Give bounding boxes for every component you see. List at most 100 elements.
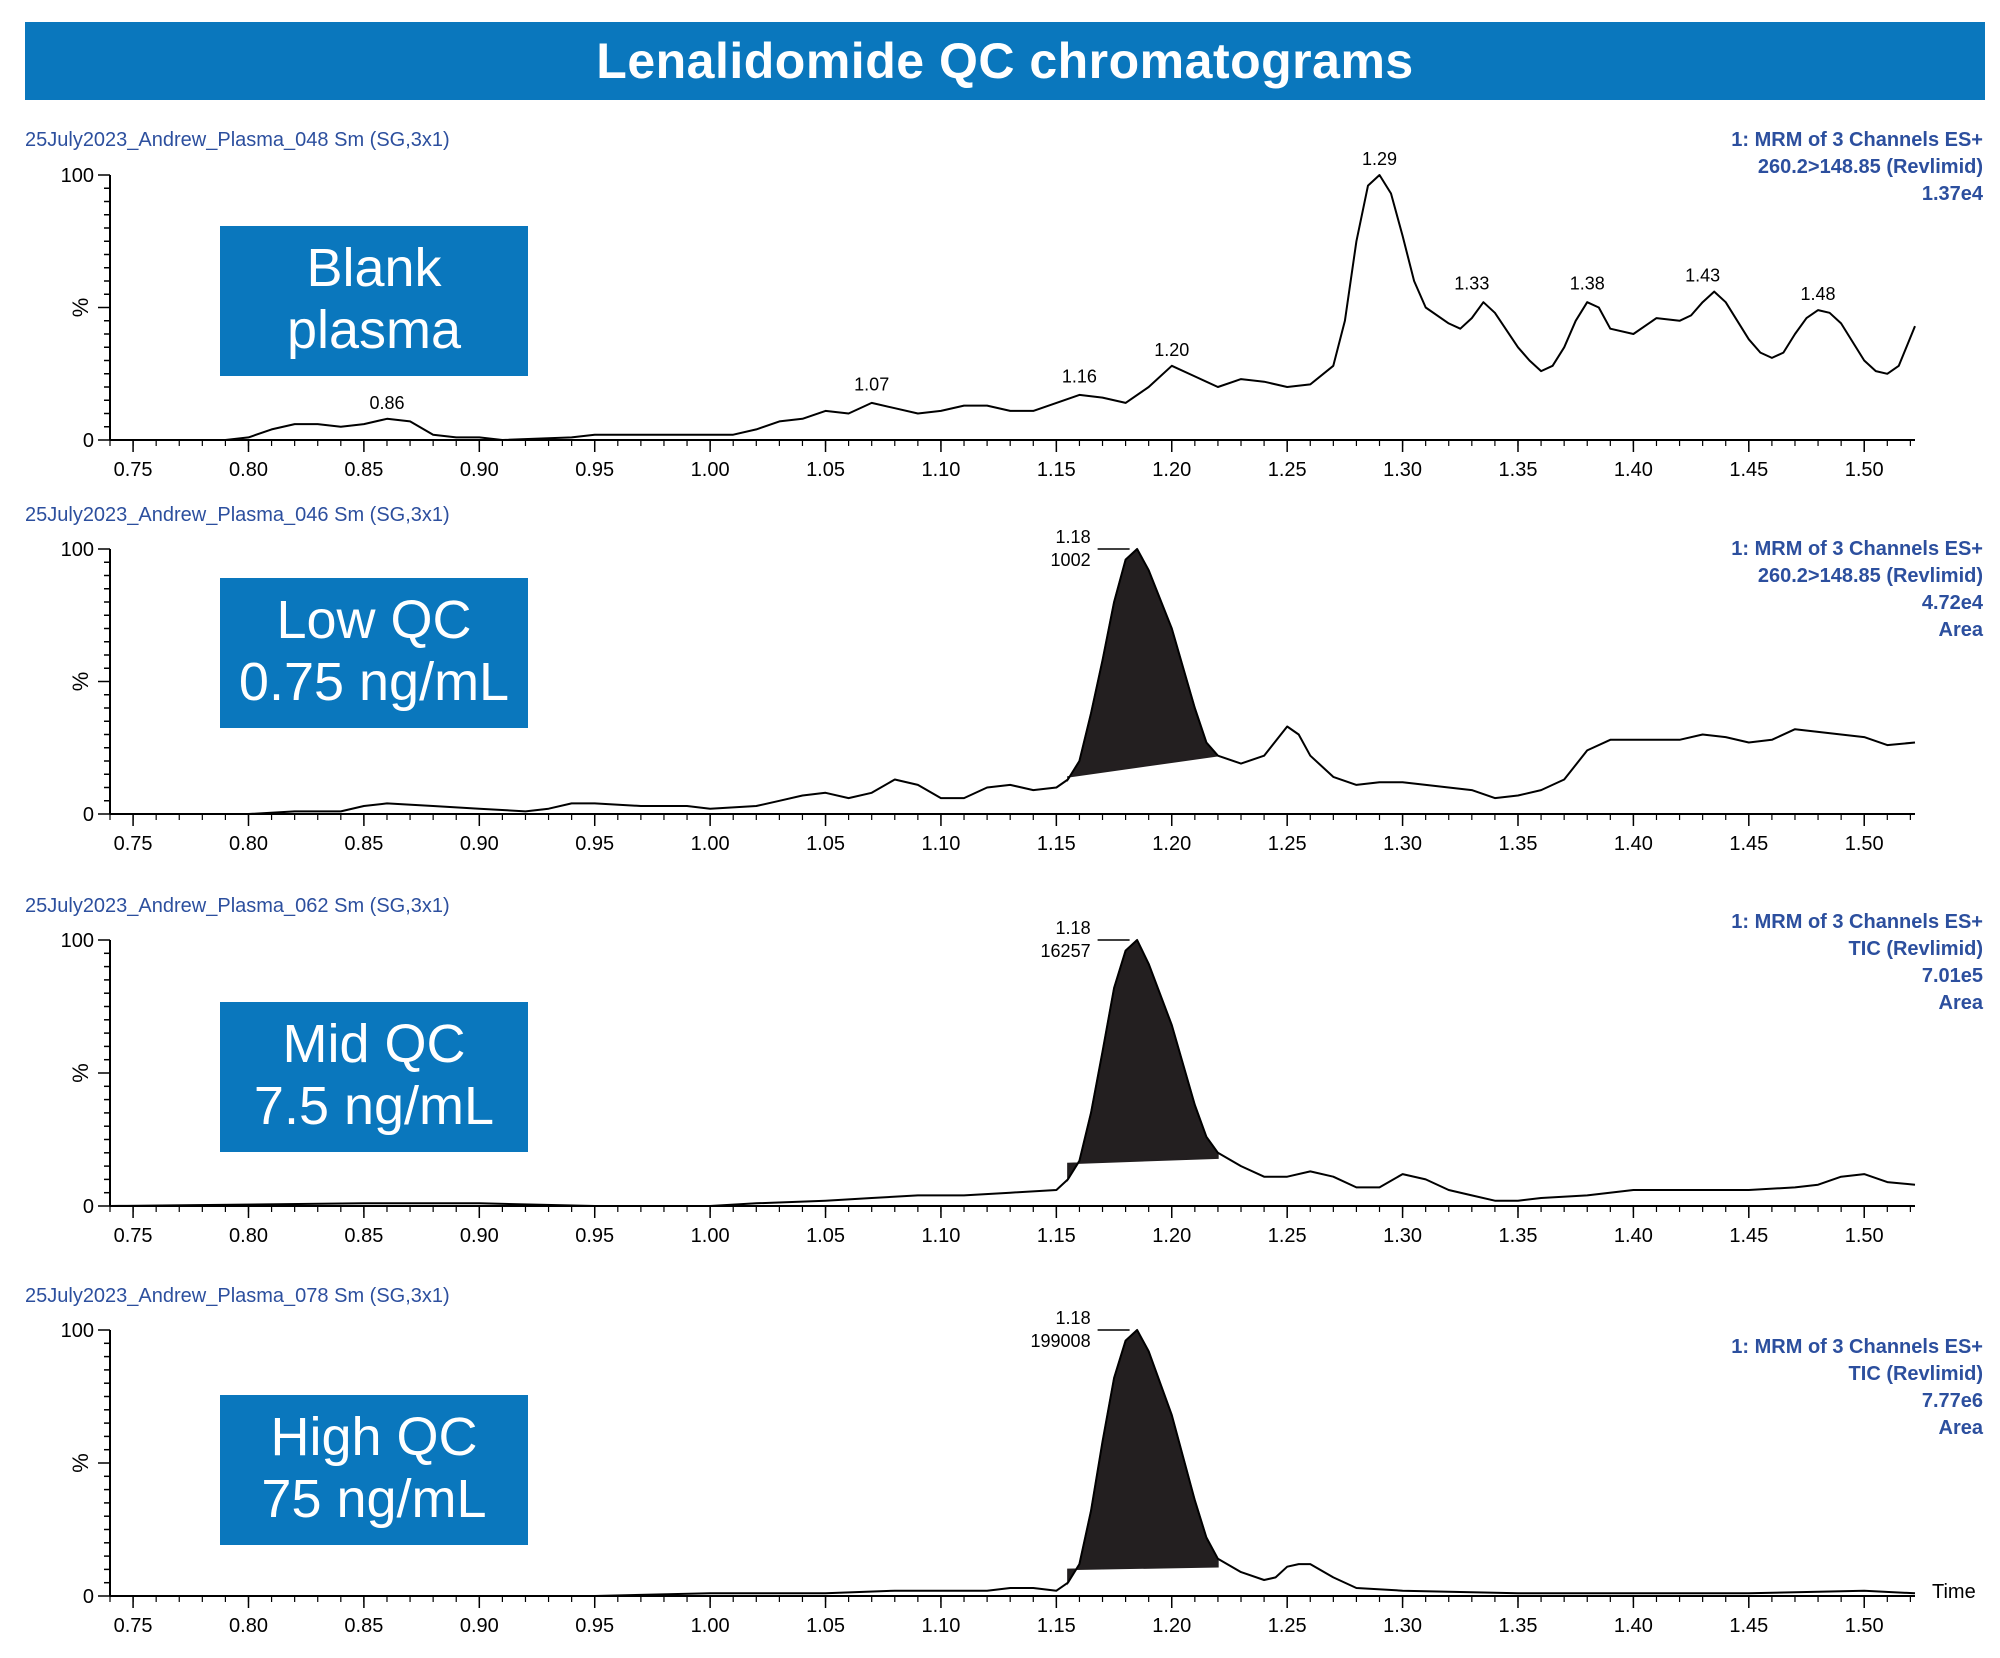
x-tick-label: 0.80: [229, 833, 268, 855]
y-tick-label: 0: [83, 804, 94, 826]
chromatogram-panel-4: 25July2023_Andrew_Plasma_078 Sm (SG,3x1)…: [25, 1285, 1984, 1637]
x-tick-label: 0.80: [229, 1615, 268, 1637]
x-tick-label: 1.50: [1845, 1615, 1884, 1637]
x-tick-label: 1.15: [1037, 1225, 1076, 1247]
sample-type-label: 0.75 ng/mL: [239, 652, 509, 712]
page-title: Lenalidomide QC chromatograms: [596, 33, 1414, 89]
channel-info-line: 7.77e6: [1922, 1390, 1983, 1412]
title-bar: Lenalidomide QC chromatograms: [25, 22, 1985, 100]
y-tick-label: 0: [83, 1586, 94, 1608]
chromatogram-trace: [110, 548, 1916, 815]
peak-area-label: 1002: [1051, 550, 1091, 570]
x-tick-label: 1.00: [691, 833, 730, 855]
sample-type-label: 75 ng/mL: [261, 1469, 486, 1529]
x-tick-label: 1.40: [1614, 1615, 1653, 1637]
x-tick-label: 0.75: [114, 833, 153, 855]
x-tick-label: 0.95: [575, 459, 614, 481]
channel-info-line: 260.2>148.85 (Revlimid): [1758, 565, 1983, 587]
x-tick-label: 1.40: [1614, 833, 1653, 855]
x-tick-label: 1.30: [1383, 833, 1422, 855]
sample-type-box: [220, 1002, 528, 1152]
x-tick-label: 1.30: [1383, 1225, 1422, 1247]
chromatogram-trace: [110, 1329, 1916, 1597]
y-axis-label: %: [68, 1063, 93, 1083]
x-tick-label: 1.35: [1499, 833, 1538, 855]
x-tick-label: 0.85: [344, 459, 383, 481]
peak-rt-label: 1.16: [1062, 366, 1097, 386]
x-tick-label: 1.40: [1614, 1225, 1653, 1247]
sample-type-label: High QC: [270, 1407, 477, 1467]
x-tick-label: 1.20: [1152, 1615, 1191, 1637]
channel-info-line: 4.72e4: [1922, 592, 1984, 614]
x-tick-label: 0.75: [114, 1225, 153, 1247]
sample-type-box: [220, 578, 528, 728]
x-tick-label: 1.45: [1729, 1615, 1768, 1637]
sample-type-label: Low QC: [276, 590, 471, 650]
peak-rt-label: 1.18: [1056, 918, 1091, 938]
x-tick-label: 1.05: [806, 459, 845, 481]
channel-info-line: TIC (Revlimid): [1849, 938, 1983, 960]
x-tick-label: 1.30: [1383, 1615, 1422, 1637]
x-tick-label: 1.50: [1845, 1225, 1884, 1247]
x-tick-label: 0.90: [460, 459, 499, 481]
channel-info-line: 7.01e5: [1922, 965, 1983, 987]
x-tick-label: 0.95: [575, 833, 614, 855]
x-tick-label: 0.90: [460, 1615, 499, 1637]
channel-info-line: 1: MRM of 3 Channels ES+: [1731, 911, 1983, 933]
x-tick-label: 1.35: [1499, 1225, 1538, 1247]
x-tick-label: 0.80: [229, 459, 268, 481]
y-tick-label: 100: [61, 930, 94, 952]
y-axis-label: %: [68, 1453, 93, 1473]
y-tick-label: 100: [61, 539, 94, 561]
x-tick-label: 1.40: [1614, 459, 1653, 481]
channel-info-line: Area: [1939, 619, 1984, 641]
chromatogram-panel-2: 25July2023_Andrew_Plasma_046 Sm (SG,3x1)…: [25, 504, 1984, 855]
sample-name: 25July2023_Andrew_Plasma_048 Sm (SG,3x1): [25, 129, 450, 151]
x-tick-label: 1.45: [1729, 833, 1768, 855]
x-tick-label: 0.90: [460, 1225, 499, 1247]
x-tick-label: 1.35: [1499, 459, 1538, 481]
integrated-peak-area: [1067, 938, 1219, 1183]
x-tick-label: 1.15: [1037, 1615, 1076, 1637]
x-tick-label: 1.05: [806, 1225, 845, 1247]
peak-rt-label: 1.20: [1154, 340, 1189, 360]
x-tick-label: 0.95: [575, 1615, 614, 1637]
peak-rt-label: 0.86: [369, 393, 404, 413]
peak-rt-label: 1.18: [1056, 527, 1091, 547]
x-tick-label: 1.00: [691, 1615, 730, 1637]
channel-info-line: TIC (Revlimid): [1849, 1363, 1983, 1385]
peak-area-label: 16257: [1041, 941, 1091, 961]
x-tick-label: 1.25: [1268, 1615, 1307, 1637]
y-axis-label: %: [68, 298, 93, 318]
x-tick-label: 1.10: [921, 1615, 960, 1637]
y-tick-label: 100: [61, 165, 94, 187]
sample-type-label: plasma: [287, 300, 462, 360]
y-axis-label: %: [68, 672, 93, 692]
x-tick-label: 1.25: [1268, 459, 1307, 481]
x-tick-label: 1.45: [1729, 459, 1768, 481]
sample-name: 25July2023_Andrew_Plasma_046 Sm (SG,3x1): [25, 504, 450, 526]
chromatogram-panel-3: 25July2023_Andrew_Plasma_062 Sm (SG,3x1)…: [25, 895, 1984, 1247]
channel-info-line: 1: MRM of 3 Channels ES+: [1731, 538, 1983, 560]
x-tick-label: 0.75: [114, 459, 153, 481]
x-tick-label: 0.80: [229, 1225, 268, 1247]
channel-info-line: 260.2>148.85 (Revlimid): [1758, 156, 1983, 178]
x-tick-label: 0.85: [344, 1615, 383, 1637]
sample-type-label: Blank: [306, 238, 442, 298]
sample-type-box: [220, 1395, 528, 1545]
x-tick-label: 0.85: [344, 833, 383, 855]
sample-type-box: [220, 226, 528, 376]
channel-info-line: 1.37e4: [1922, 183, 1984, 205]
x-tick-label: 1.50: [1845, 459, 1884, 481]
x-tick-label: 1.05: [806, 833, 845, 855]
integrated-peak-area: [1067, 1328, 1219, 1586]
chromatogram-trace: [109, 939, 1916, 1207]
x-tick-label: 0.95: [575, 1225, 614, 1247]
x-tick-label: 1.10: [921, 833, 960, 855]
x-tick-label: 1.05: [806, 1615, 845, 1637]
x-tick-label: 1.15: [1037, 833, 1076, 855]
sample-type-label: 7.5 ng/mL: [254, 1076, 494, 1136]
peak-area-label: 199008: [1031, 1331, 1091, 1351]
peak-rt-label: 1.48: [1801, 284, 1836, 304]
x-tick-label: 1.45: [1729, 1225, 1768, 1247]
